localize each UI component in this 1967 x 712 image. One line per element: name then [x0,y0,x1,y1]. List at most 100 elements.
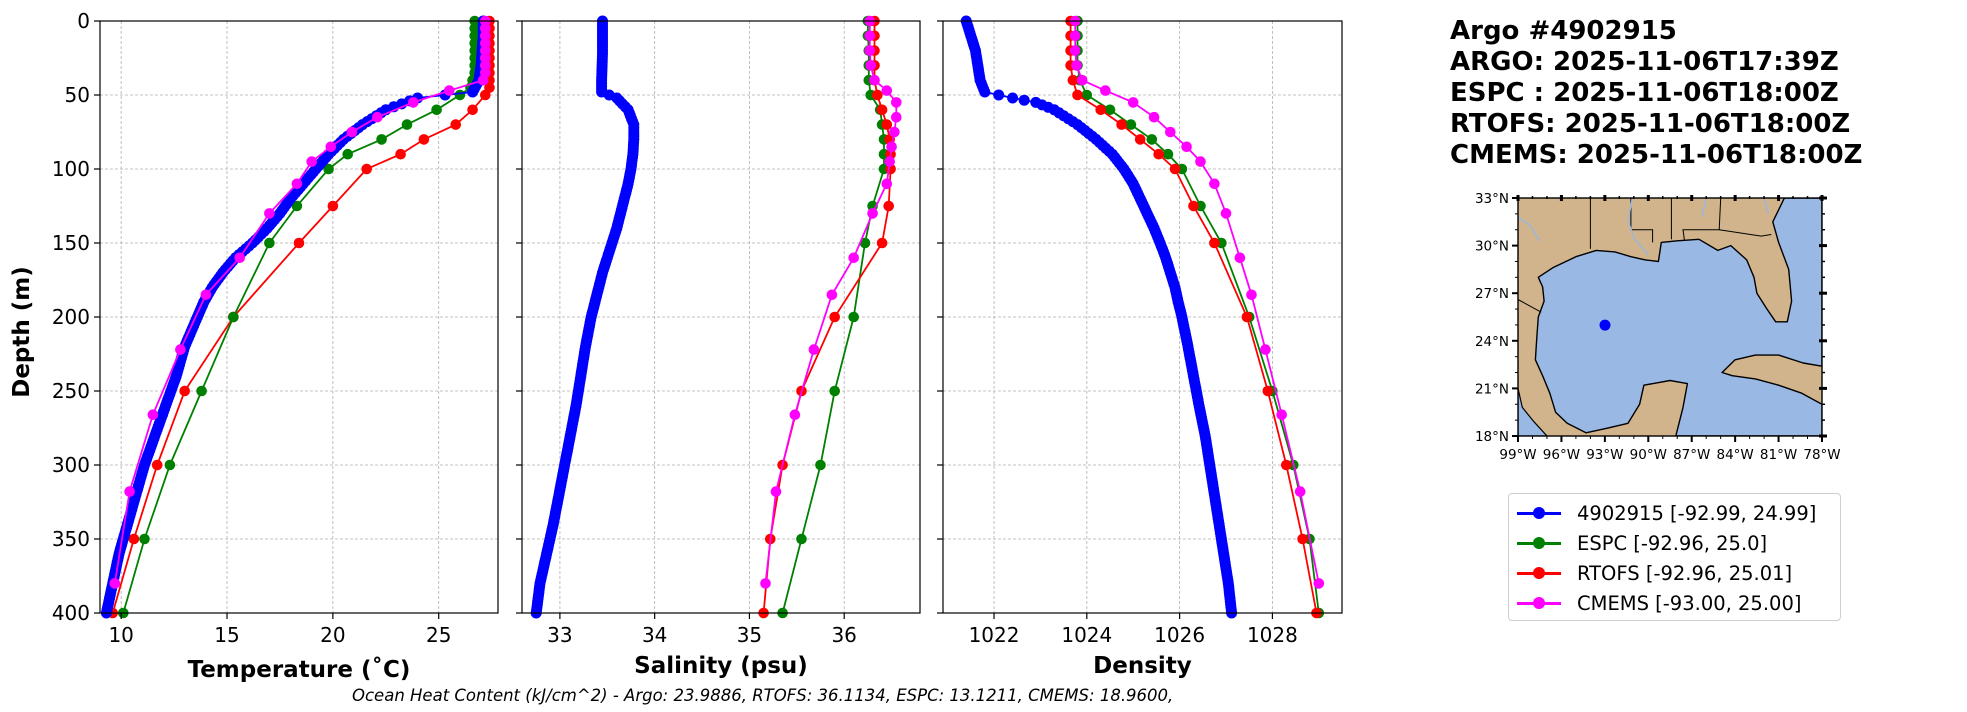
x-tick-label: 25 [426,623,451,647]
data-point-espc [291,200,303,212]
data-point-cmems [175,344,186,355]
location-map: 99°W 96°W 93°W 90°W 87°W 84°W 81°W 78°W 33°N 30°N… [1475,191,1841,463]
data-point-cmems [480,30,491,42]
panel-1: 0 50 100 150 200 250 300 350 400 10 15 20 25 Temperat… [9,9,499,683]
data-point-rtofs [1188,200,1199,212]
data-point-rtofs [1297,533,1308,545]
data-point-cmems [891,111,902,123]
data-point-espc [829,385,840,397]
data-point-cmems [124,486,135,497]
data-point-argo [979,86,991,98]
legend-swatch-espc [1517,536,1561,550]
map-lat-label: 30°N [1475,239,1509,255]
data-point-cmems [480,37,491,49]
x-tick-label: 1028 [1247,623,1298,647]
ocean-heat-content-note: Ocean Heat Content (kJ/cm^2) - Argo: 23.… [352,686,1174,705]
pacific-water [1518,388,1548,436]
data-point-cmems [480,52,491,64]
river [1627,198,1649,256]
data-point-cmems [264,208,275,219]
data-point-cmems [1294,486,1306,497]
data-point-cmems [1076,74,1088,86]
data-point-espc [431,104,442,116]
data-point-rtofs [1153,148,1164,160]
data-point-espc [164,459,176,471]
legend-item-argo: 4902915 [-92.99, 24.99] [1517,498,1832,528]
data-point-cmems [808,344,820,355]
legend-item-espc: ESPC [-92.96, 25.0] [1517,528,1832,558]
data-point-rtofs [1281,459,1292,471]
data-point-argo [1007,92,1019,104]
data-point-rtofs [1067,74,1079,86]
data-point-cmems [346,126,358,138]
series-cmems [109,15,491,589]
map-lat-label: 21°N [1475,381,1509,397]
data-point-cmems [444,85,455,96]
x-tick-label: 20 [320,623,345,647]
x-tick-label: 15 [214,623,239,647]
argo-location-marker [1599,319,1611,331]
data-point-rtofs [179,385,190,397]
data-point-rtofs [1169,163,1181,175]
data-point-cmems [147,409,159,421]
rtofs-time: RTOFS: 2025-11-06T18:00Z [1450,109,1851,139]
x-tick-label: 33 [547,623,572,647]
map-frame [1517,197,1823,437]
data-point-cmems [1165,126,1176,138]
legend-label-argo: 4902915 [-92.99, 24.99] [1577,501,1817,525]
x-axis-label: Salinity (psu) [634,653,808,679]
data-point-espc [376,134,387,145]
data-point-cmems [884,156,895,167]
data-point-cmems [864,30,876,42]
data-point-cmems [881,85,893,96]
data-point-espc [228,311,239,323]
data-point-cmems [1069,45,1081,56]
series-cmems [1069,15,1325,589]
data-point-rtofs [467,104,478,116]
data-point-cmems [1100,85,1111,96]
map-lon-label: 78°W [1803,447,1840,463]
data-point-espc [1081,89,1093,101]
x-tick-label: 1026 [1154,623,1205,647]
data-point-cmems [1069,30,1081,42]
data-point-cmems [1071,60,1082,71]
data-point-cmems [867,208,878,219]
x-tick-label: 34 [642,623,667,647]
data-point-cmems [1195,156,1206,167]
river [1701,198,1707,218]
data-point-espc [1162,148,1174,160]
data-point-cmems [477,74,489,86]
data-point-espc [454,89,466,101]
legend-swatch-argo [1517,506,1561,520]
data-point-espc [859,237,871,249]
cmems-time: CMEMS: 2025-11-06T18:00Z [1450,140,1863,170]
map-lon-label: 84°W [1717,447,1754,463]
x-tick-label: 35 [737,623,762,647]
data-point-espc [401,119,413,130]
data-point-espc [342,148,354,160]
data-point-espc [139,533,150,545]
data-point-espc [815,459,826,471]
x-tick-label: 10 [108,623,133,647]
gulf-water [1534,198,1822,436]
state-border [1719,229,1772,237]
state-border [1682,198,1722,241]
map-body [1518,198,1822,436]
data-point-rtofs [881,119,893,130]
data-point-espc [323,163,334,175]
data-point-cmems [109,578,121,589]
map-lat-label: 27°N [1475,286,1509,302]
data-point-cmems [1260,344,1271,355]
data-point-cmems [1209,178,1220,190]
data-point-cmems [864,45,876,56]
espc-time: ESPC : 2025-11-06T18:00Z [1450,78,1839,108]
data-point-espc [469,30,481,42]
x-tick-label: 36 [831,623,856,647]
data-point-cmems [291,178,303,190]
header-info: Argo #4902915 ARGO: 2025-11-06T17:39Z ES… [1450,16,1862,171]
data-point-rtofs [151,459,163,471]
map-lat-label: 24°N [1475,334,1509,350]
map-lon-label: 81°W [1760,447,1797,463]
y-tick-label: 50 [65,83,90,107]
data-point-espc [1125,119,1137,130]
